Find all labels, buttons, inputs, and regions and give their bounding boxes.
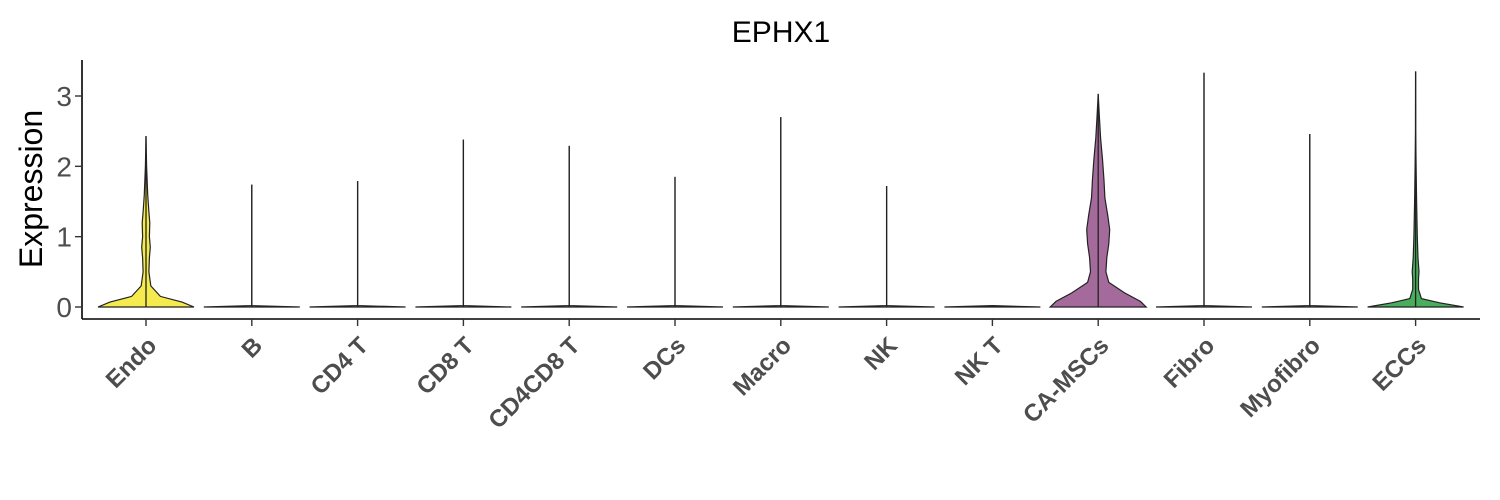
x-tick-label: B xyxy=(237,332,268,363)
x-tick-label: DCs xyxy=(638,332,691,385)
y-ticks: 0 1 2 3 xyxy=(56,81,82,323)
y-axis-label: Expression xyxy=(13,110,49,268)
chart-title: EPHX1 xyxy=(732,16,830,49)
y-tick-label: 1 xyxy=(56,222,72,253)
x-tick-label: ECCs xyxy=(1367,332,1431,396)
x-tick-label: CD4CD8 T xyxy=(483,332,585,434)
x-tick-label: CD4 T xyxy=(306,332,374,400)
x-tick-label: Endo xyxy=(101,332,163,394)
x-tick-label: Macro xyxy=(728,332,797,401)
x-tick-label: CD8 T xyxy=(412,332,480,400)
y-tick-label: 0 xyxy=(56,292,72,323)
x-tick-label: NK T xyxy=(950,332,1009,391)
x-tick-label: CA-MSCs xyxy=(1018,332,1114,428)
y-tick-label: 3 xyxy=(56,81,72,112)
x-tick-label: NK xyxy=(859,332,903,376)
y-tick-label: 2 xyxy=(56,151,72,182)
x-ticks: Endo B CD4 T CD8 T CD4CD8 T DCs Macro NK NK T CA-… xyxy=(101,319,1432,434)
violin-nk-t xyxy=(944,304,1041,308)
violin-group xyxy=(97,71,1464,308)
x-tick-label: Myofibro xyxy=(1235,332,1326,423)
x-tick-label: Fibro xyxy=(1159,332,1221,394)
